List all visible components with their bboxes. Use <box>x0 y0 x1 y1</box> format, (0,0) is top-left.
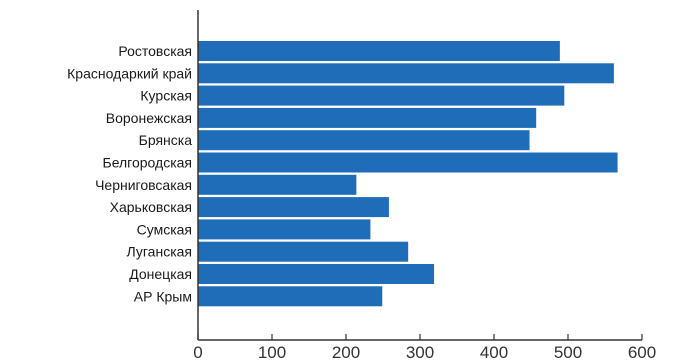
bar-7 <box>198 174 357 195</box>
category-labels: Ростовская Краснодаркий край Курская Вороне… <box>67 43 192 304</box>
bar-9 <box>198 219 371 240</box>
x-axis-ticks: 0 100 200 300 400 500 600 <box>193 334 656 362</box>
bar-12 <box>198 286 383 307</box>
category-label: Черниговсакая <box>95 177 192 193</box>
x-tick-label: 600 <box>628 343 656 362</box>
category-label: Краснодаркий край <box>67 65 192 81</box>
bar-11 <box>198 264 435 284</box>
x-tick-label: 200 <box>332 343 360 362</box>
category-label: Белгородская <box>103 155 193 171</box>
x-tick-label: 500 <box>554 343 582 362</box>
category-label: Сумская <box>137 221 192 237</box>
bar-3 <box>198 85 565 106</box>
x-tick-label: 0 <box>193 343 202 362</box>
category-label: Брянска <box>139 132 193 148</box>
bar-2 <box>198 63 614 84</box>
bar-6 <box>198 152 618 173</box>
x-tick-label: 300 <box>406 343 434 362</box>
category-label: АР Крым <box>134 288 192 304</box>
category-label: Луганская <box>127 244 192 260</box>
bar-1 <box>198 41 560 61</box>
bar-4 <box>198 107 537 128</box>
category-label: Донецкая <box>129 266 192 282</box>
x-tick-label: 100 <box>258 343 286 362</box>
category-label: Воронежская <box>106 110 192 126</box>
category-label: Курская <box>140 88 192 104</box>
bar-10 <box>198 241 409 262</box>
bar-8 <box>198 197 389 218</box>
bars-group <box>198 41 618 307</box>
category-label: Харьковская <box>110 199 192 215</box>
category-label: Ростовская <box>118 43 192 59</box>
bar-5 <box>198 130 530 151</box>
x-tick-label: 400 <box>480 343 508 362</box>
